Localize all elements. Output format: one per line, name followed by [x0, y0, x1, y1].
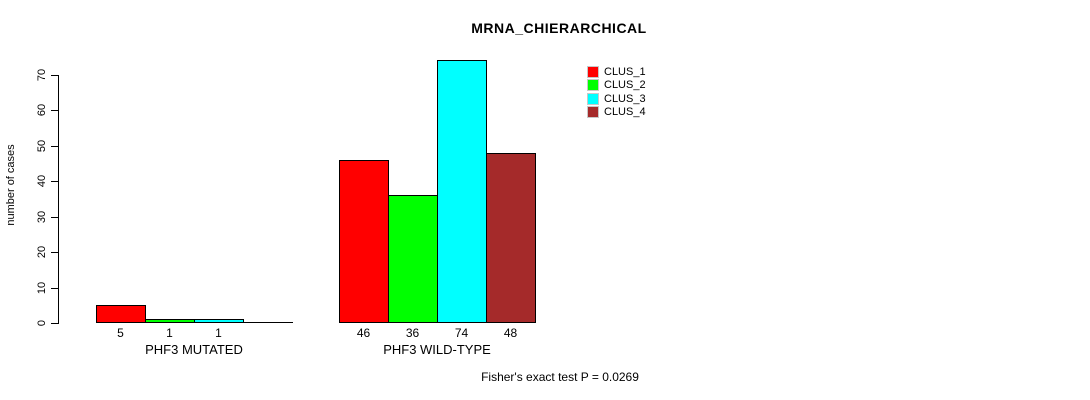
y-axis-tick — [51, 110, 58, 111]
bar-clus_3 — [194, 319, 244, 323]
y-axis-tick-label: 30 — [36, 210, 48, 224]
legend: CLUS_1 CLUS_2 CLUS_3 CLUS_4 — [587, 65, 646, 119]
legend-label: CLUS_2 — [604, 79, 646, 92]
bar-clus_2 — [145, 319, 195, 323]
y-axis-tick-label: 40 — [36, 174, 48, 188]
y-axis-tick — [51, 288, 58, 289]
bar-clus_4-zero — [243, 322, 293, 323]
y-axis-tick — [51, 323, 58, 324]
bar-value-label: 5 — [117, 326, 124, 340]
y-axis-tick-label: 60 — [36, 103, 48, 117]
legend-item: CLUS_4 — [587, 106, 646, 120]
legend-swatch-clus_2 — [587, 79, 599, 92]
bar-clus_2 — [388, 195, 438, 323]
bar-clus_1 — [96, 305, 146, 323]
y-axis-tick-label: 10 — [36, 281, 48, 295]
legend-swatch-clus_1 — [587, 65, 599, 78]
legend-swatch-clus_4 — [587, 106, 599, 119]
y-axis-tick — [51, 252, 58, 253]
legend-label: CLUS_3 — [604, 92, 646, 105]
chart-title: MRNA_CHIERARCHICAL — [471, 20, 647, 36]
bar-value-label: 1 — [215, 326, 222, 340]
legend-swatch-clus_3 — [587, 92, 599, 105]
bar-clus_1 — [339, 160, 389, 323]
bar-value-label: 46 — [356, 326, 371, 340]
y-axis-tick-label: 20 — [36, 245, 48, 259]
legend-item: CLUS_1 — [587, 65, 646, 79]
y-axis-tick-label: 70 — [36, 68, 48, 82]
bar-value-label: 74 — [454, 326, 469, 340]
legend-item: CLUS_2 — [587, 79, 646, 93]
legend-label: CLUS_1 — [604, 65, 646, 78]
y-axis-tick — [51, 75, 58, 76]
legend-item: CLUS_3 — [587, 92, 646, 106]
group-label-phf3-wild-type: PHF3 WILD-TYPE — [383, 342, 491, 357]
bar-value-label: 36 — [405, 326, 420, 340]
y-axis-tick — [51, 146, 58, 147]
y-axis-tick — [51, 181, 58, 182]
y-axis-label: number of cases — [5, 144, 17, 226]
y-axis-tick-label: 0 — [36, 319, 48, 327]
bar-clus_3 — [437, 60, 487, 323]
y-axis-line — [58, 75, 59, 324]
legend-label: CLUS_4 — [604, 106, 646, 119]
bar-clus_4 — [486, 153, 536, 323]
bar-value-label: 1 — [166, 326, 173, 340]
bar-value-label: 48 — [503, 326, 518, 340]
group-label-phf3-mutated: PHF3 MUTATED — [145, 342, 243, 357]
annotation-fisher-test: Fisher's exact test P = 0.0269 — [481, 370, 639, 384]
y-axis-tick-label: 50 — [36, 139, 48, 153]
y-axis-tick — [51, 217, 58, 218]
